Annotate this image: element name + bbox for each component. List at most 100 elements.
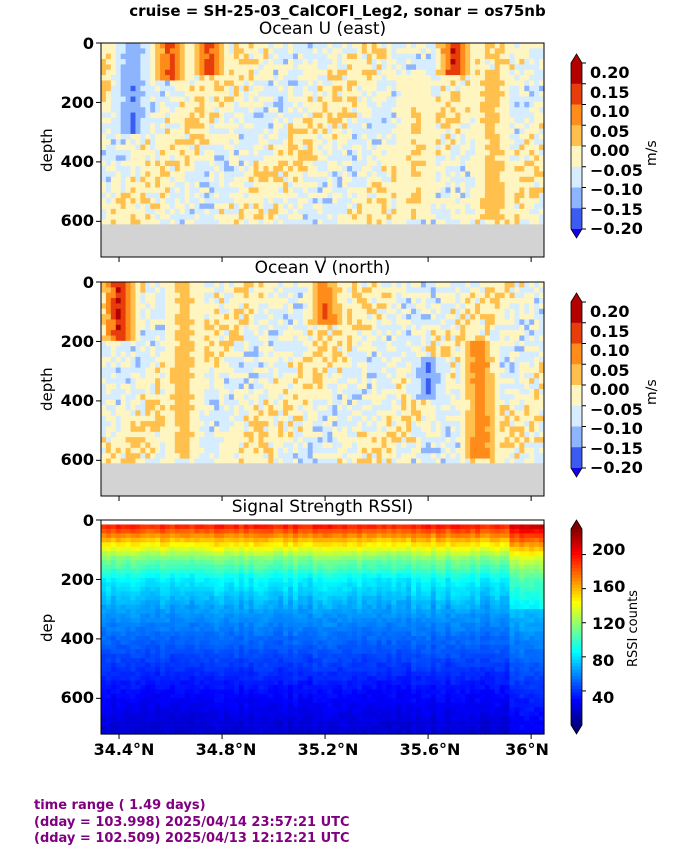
heatmap-cell [174, 437, 181, 444]
heatmap-cell [406, 53, 412, 60]
heatmap-cell [263, 394, 269, 401]
heatmap-cell [288, 442, 294, 449]
heatmap-cell [470, 91, 476, 98]
heatmap-cell [164, 410, 171, 417]
heatmap-cell [145, 128, 151, 135]
heatmap-cell [312, 160, 319, 167]
heatmap-cell [297, 112, 304, 119]
heatmap-cell [524, 150, 530, 156]
heatmap-cell [494, 107, 501, 114]
heatmap-cell [115, 346, 122, 353]
heatmap-cell [494, 198, 501, 205]
heatmap-cell [214, 96, 220, 103]
heatmap-cell [322, 394, 329, 401]
heatmap-cell [337, 437, 343, 444]
heatmap-cell [302, 96, 309, 103]
heatmap-cell [435, 59, 442, 65]
heatmap-cell [199, 182, 205, 189]
heatmap-cell [209, 319, 215, 326]
heatmap-cell [401, 123, 407, 130]
heatmap-cell [228, 75, 235, 82]
heatmap-cell [169, 91, 176, 98]
heatmap-cell [420, 117, 427, 124]
heatmap-cell [529, 75, 535, 82]
footer-start-time: (dday = 102.509) 2025/04/13 12:12:21 UTC [34, 831, 350, 846]
heatmap-cell [101, 107, 107, 114]
heatmap-cell [268, 303, 274, 310]
heatmap-cell [288, 447, 294, 454]
heatmap-cell [263, 378, 269, 385]
heatmap-cell [322, 43, 329, 49]
heatmap-cell [219, 64, 225, 71]
heatmap-cell [484, 91, 491, 98]
heatmap-cell [120, 112, 127, 119]
heatmap-cell [322, 59, 329, 65]
heatmap-cell [194, 314, 201, 321]
heatmap-cell [194, 340, 201, 347]
heatmap-cell [145, 59, 151, 65]
heatmap-cell [248, 362, 255, 369]
heatmap-cell [347, 356, 353, 363]
heatmap-cell [465, 182, 471, 189]
heatmap-cell [288, 394, 294, 401]
heatmap-cell [273, 144, 279, 151]
heatmap-cell [278, 405, 284, 411]
heatmap-cell [228, 421, 235, 428]
heatmap-cell [194, 453, 201, 460]
heatmap-cell [356, 69, 363, 76]
heatmap-cell [356, 96, 363, 103]
heatmap-cell [337, 292, 343, 299]
heatmap-cell [238, 362, 245, 369]
heatmap-cell [416, 64, 422, 71]
heatmap-cell [504, 192, 511, 199]
heatmap-cell [184, 394, 191, 401]
heatmap-cell [356, 415, 363, 422]
footer-end-time: (dday = 103.998) 2025/04/14 23:57:21 UTC [34, 815, 350, 830]
heatmap-cell [504, 150, 511, 156]
heatmap-cell [376, 219, 383, 226]
heatmap-cell [283, 53, 289, 60]
heatmap-cell [101, 166, 107, 172]
heatmap-cell [125, 415, 132, 422]
heatmap-cell [169, 208, 176, 215]
heatmap-cell [125, 96, 132, 103]
heatmap-cell [411, 91, 417, 98]
heatmap-cell [366, 303, 373, 310]
heatmap-cell [322, 91, 329, 98]
heatmap-cell [189, 298, 196, 304]
heatmap-cell [317, 171, 324, 178]
heatmap-cell [224, 64, 230, 71]
heatmap-cell [347, 410, 353, 417]
heatmap-cell [243, 214, 250, 221]
heatmap-cell [386, 53, 393, 60]
heatmap-cell [219, 378, 225, 385]
heatmap-cell [189, 155, 196, 162]
heatmap-cell [101, 187, 107, 194]
heatmap-cell [169, 340, 176, 347]
heatmap-cell [115, 351, 122, 358]
heatmap-cell [288, 453, 294, 460]
heatmap-cell [174, 431, 181, 438]
heatmap-cell [519, 59, 525, 65]
heatmap-cell [534, 219, 540, 226]
heatmap-cell [263, 117, 269, 124]
heatmap-cell [263, 123, 269, 130]
heatmap-cell [352, 123, 358, 130]
heatmap-cell [204, 112, 210, 119]
heatmap-cell [337, 187, 343, 194]
heatmap-cell [361, 75, 368, 82]
heatmap-cell [288, 431, 294, 438]
heatmap-cell [420, 96, 427, 103]
heatmap-cell [420, 80, 427, 87]
heatmap-cell [352, 319, 358, 326]
heatmap-cell [322, 198, 329, 205]
heatmap-cell [268, 64, 274, 71]
heatmap-cell [361, 139, 368, 146]
heatmap-cell [396, 117, 402, 124]
heatmap-cell [371, 80, 378, 87]
heatmap-cell [169, 287, 176, 294]
heatmap-cell [204, 187, 210, 194]
heatmap-cell [337, 91, 343, 98]
heatmap-cell [366, 133, 373, 140]
heatmap-cell [440, 96, 447, 103]
